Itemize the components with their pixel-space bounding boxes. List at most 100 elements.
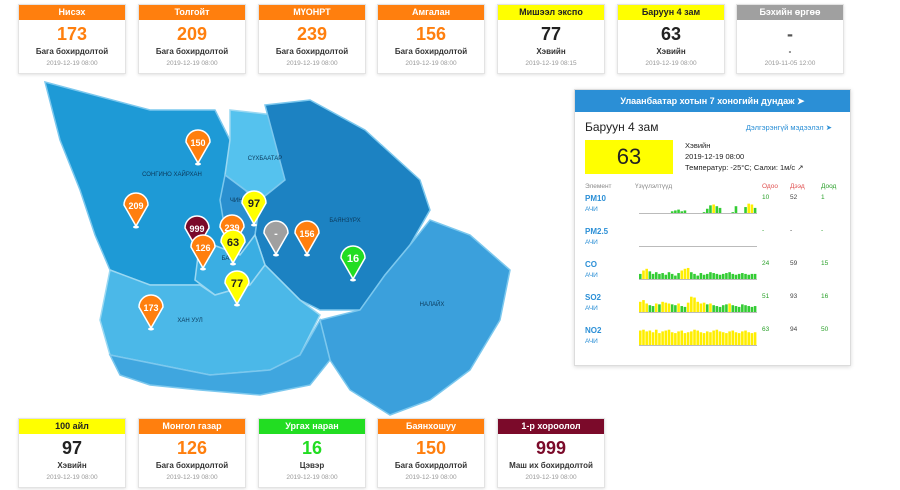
station-name: Баруун 4 зам (585, 120, 659, 134)
map-station-pin[interactable]: 173 (138, 294, 164, 331)
pin-base (350, 278, 356, 282)
station-card-status: - (788, 47, 792, 56)
station-card[interactable]: Баянхошуу 150 Бага бохирдолтой 2019-12-19 0… (377, 418, 485, 488)
sparkbar (639, 273, 642, 279)
map-station-pin[interactable]: 16 (340, 245, 366, 282)
wind-arrow-icon: ↗ (797, 163, 804, 172)
more-info-link[interactable]: Дэлгэрэнгүй мэдээлэл ➤ (746, 123, 832, 132)
aqi-status: Хэвийн (685, 141, 711, 150)
sparkbar (712, 305, 715, 312)
weekly-average-header[interactable]: Улаанбаатар хотын 7 хоногийн дундаж ➤ (575, 90, 850, 112)
pollutant-sparkbars (639, 267, 757, 280)
sparkbar (744, 273, 747, 279)
sparkbar (747, 306, 751, 312)
station-card-title: Мишээл экспо (498, 5, 604, 20)
map-station-pin[interactable]: 126 (190, 234, 216, 271)
map-station-pin[interactable]: 209 (123, 192, 149, 229)
station-card-date: 2019-12-19 08:00 (405, 474, 457, 481)
sparkbar (683, 210, 687, 213)
sparkbar (642, 329, 645, 345)
sparkbar (702, 212, 706, 213)
pollutant-row[interactable]: PM2.5 АЧИ - - - (585, 227, 845, 257)
map-station-pin[interactable]: 77 (224, 270, 250, 307)
sparkbar (744, 305, 747, 312)
sparkbar (677, 273, 680, 279)
station-card-date: 2019-12-19 08:00 (405, 60, 457, 67)
sparkbar (693, 329, 696, 345)
pollutant-row[interactable]: CO АЧИ 24 59 15 (585, 260, 845, 290)
pollutant-min: 50 (821, 326, 829, 333)
map-station-pin[interactable]: 97 (241, 190, 267, 227)
map-station-pin[interactable]: 156 (294, 220, 320, 257)
map-station-pin[interactable]: 63 (220, 229, 246, 266)
pin-base (148, 327, 154, 331)
district-label-sukhbaatar: СҮХБААТАР (248, 156, 282, 162)
sparkbar (690, 272, 693, 279)
sparkbar (747, 274, 751, 279)
sparkbar (705, 331, 709, 345)
pin-marker (220, 229, 246, 265)
sparkbar (750, 273, 754, 279)
station-card-title: Монгол газар (139, 419, 245, 434)
sparkbar (715, 273, 719, 279)
sparkbar (696, 275, 699, 279)
sparkbar (721, 332, 725, 345)
sparkbar (651, 273, 655, 279)
sparkbar (712, 330, 715, 345)
pollutant-name: PM10 (585, 194, 606, 203)
sparkbar (674, 305, 677, 312)
sparkbar (721, 305, 725, 312)
station-card-status: Бага бохирдолтой (35, 47, 109, 56)
weekly-average-label: Улаанбаатар хотын 7 хоногийн дундаж (620, 96, 795, 106)
station-card[interactable]: Амгалан 156 Бага бохирдолтой 2019-12-19 08:… (377, 4, 485, 74)
sparkbar (670, 332, 674, 345)
station-card-title: Ургах наран (259, 419, 365, 434)
district-nalaikh[interactable] (319, 219, 511, 416)
pin-marker (241, 190, 267, 226)
sparkbar (651, 332, 655, 345)
pollutant-row[interactable]: PM10 АЧИ 10 52 1 (585, 194, 845, 224)
sparkbar (696, 330, 699, 345)
pin-value: 16 (347, 253, 359, 265)
station-card[interactable]: МҮОНРТ 239 Бага бохирдолтой 2019-12-19 08:0… (258, 4, 366, 74)
pollutant-unit: АЧИ (585, 239, 598, 246)
station-card-title: Бэхийн өргөө (737, 5, 843, 20)
pin-value: 209 (128, 201, 143, 211)
pollutant-row[interactable]: NO2 АЧИ 63 94 50 (585, 326, 845, 356)
sparkbar (690, 296, 693, 312)
station-card[interactable]: Нисэх 173 Бага бохирдолтой 2019-12-19 08:00 (18, 4, 126, 74)
station-card[interactable]: Бэхийн өргөө - - 2019-11-05 12:00 (736, 4, 844, 74)
sparkbar (639, 330, 642, 345)
pollutant-min: 16 (821, 293, 829, 300)
sparkbar (670, 211, 674, 213)
pin-value: 97 (248, 198, 260, 210)
pollutant-row[interactable]: SO2 АЧИ 51 93 16 (585, 293, 845, 323)
col-indicator: Үзүүлэлтүүд (635, 183, 673, 190)
station-card-value: 97 (61, 438, 83, 458)
aqi-value-box: 63 (585, 140, 673, 174)
pollutant-min: 15 (821, 260, 829, 267)
station-card[interactable]: Мишээл экспо 77 Хэвийн 2019-12-19 08:15 (497, 4, 605, 74)
sparkbar (667, 303, 671, 312)
sparkbar (699, 332, 703, 345)
pin-value: 150 (190, 138, 205, 148)
district-khanuul-south[interactable] (108, 318, 331, 396)
sparkbar (702, 333, 706, 345)
station-card-date: 2019-12-19 08:00 (46, 60, 98, 67)
sparkbar (680, 270, 684, 279)
map-station-pin[interactable]: - (263, 220, 289, 257)
sparkbar (709, 205, 712, 213)
station-card[interactable]: Ургах наран 16 Цэвэр 2019-12-19 08:00 (258, 418, 366, 488)
sparkbar (642, 270, 645, 279)
pin-marker (340, 245, 366, 281)
station-card[interactable]: Толгойт 209 Бага бохирдолтой 2019-12-19 08:… (138, 4, 246, 74)
pin-value: 126 (195, 243, 210, 253)
sparkbar (715, 329, 719, 345)
map-station-pin[interactable]: 150 (185, 129, 211, 166)
station-card[interactable]: 1-р хороолол 999 Маш их бохирдолтой 2019-12… (497, 418, 605, 488)
sparkbar (690, 331, 693, 345)
district-label-bayanzurkh: БАЯНЗҮРХ (329, 218, 360, 224)
station-card[interactable]: 100 айл 97 Хэвийн 2019-12-19 08:00 (18, 418, 126, 488)
station-card[interactable]: Монгол газар 126 Бага бохирдолтой 2019-12-1… (138, 418, 246, 488)
station-card[interactable]: Баруун 4 зам 63 Хэвийн 2019-12-19 08:00 (617, 4, 725, 74)
